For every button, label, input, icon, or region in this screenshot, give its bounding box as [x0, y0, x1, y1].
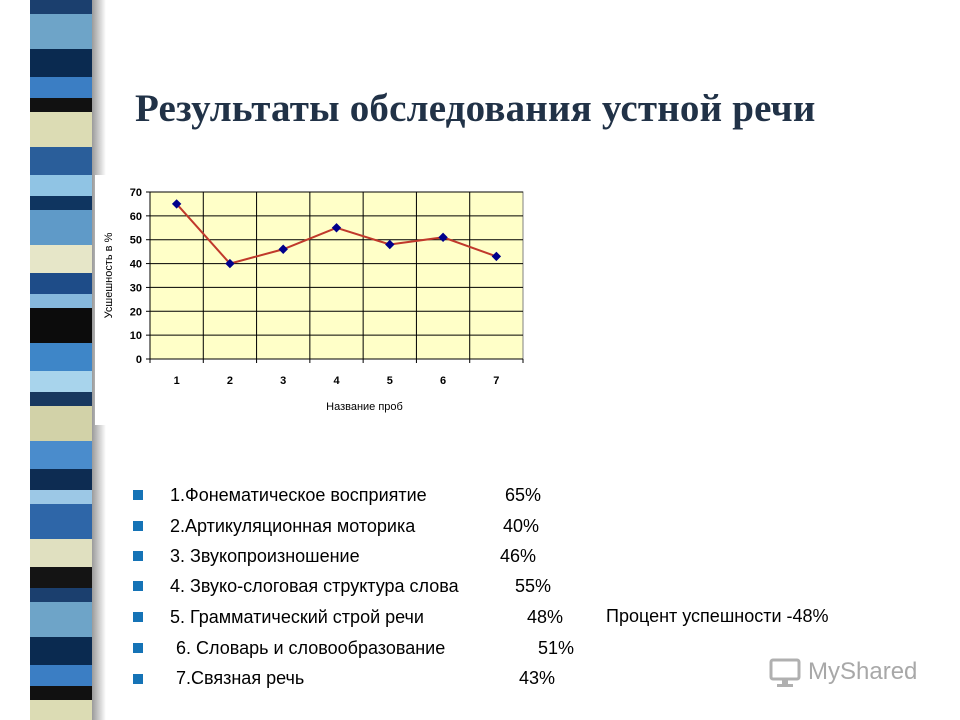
stripe-segment	[30, 294, 92, 308]
list-bullet	[133, 674, 143, 684]
stripe-segment	[30, 343, 92, 371]
stripe-segment	[30, 196, 92, 210]
list-bullet	[133, 643, 143, 653]
x-axis-label: Название проб	[326, 401, 403, 413]
stripe-segment	[30, 686, 92, 700]
x-tick-label: 6	[440, 375, 446, 387]
y-tick-label: 50	[130, 235, 142, 247]
list-item-label: 2.Артикуляционная моторика	[170, 516, 416, 536]
stripe-segment	[30, 588, 92, 602]
list-bullet	[133, 612, 143, 622]
list-bullet	[133, 490, 143, 500]
stripe-segment	[30, 392, 92, 406]
stripe-segment	[30, 567, 92, 588]
stripe-segment	[30, 147, 92, 175]
stripe-segment	[30, 175, 92, 196]
list-item-label: 5. Грамматический строй речи	[170, 607, 424, 627]
monitor-logo-icon	[769, 658, 801, 687]
x-tick-label: 2	[227, 375, 233, 387]
chart-svg: 0 10 20 30 40 50 60 70 1 2 3 4 5 6 7 Название проб Усшеш…	[103, 187, 524, 413]
decorative-stripe-band	[30, 0, 92, 720]
y-tick-label: 40	[130, 259, 142, 271]
stripe-segment	[30, 98, 92, 112]
slide-title: Результаты обследования устной речи	[135, 87, 816, 130]
x-tick-label: 4	[333, 375, 340, 387]
stripe-segment	[30, 112, 92, 147]
data-point	[491, 251, 502, 262]
list-bullet	[133, 521, 143, 531]
x-tick-label: 1	[174, 375, 180, 387]
list-item-value: 48%	[527, 607, 564, 627]
stripe-segment	[30, 273, 92, 294]
x-tick-label: 5	[387, 375, 393, 387]
data-point	[225, 258, 235, 269]
stripe-segment	[30, 441, 92, 469]
stripe-segment	[30, 245, 92, 273]
success-percent-note: Процент успешности -48%	[606, 606, 829, 626]
stripe-segment	[30, 504, 92, 539]
list-item-label: 4. Звуко-слоговая структура слова	[170, 576, 459, 596]
stripe-segment	[30, 602, 92, 637]
stripe-segment	[30, 406, 92, 441]
y-tick-label: 10	[130, 330, 142, 342]
stripe-segment	[30, 539, 92, 567]
list-bullet	[133, 581, 143, 591]
data-point	[385, 239, 395, 250]
list-item-label: 1.Фонематическое восприятие	[170, 485, 427, 505]
list-item-value: 65%	[505, 485, 542, 505]
data-point	[331, 223, 342, 233]
data-point	[171, 199, 182, 209]
x-tick-label: 7	[493, 375, 499, 387]
y-axis-label: Усшешность в %	[103, 232, 115, 318]
stripe-segment	[30, 77, 92, 98]
x-tick-label: 3	[280, 375, 286, 387]
y-tick-label: 70	[130, 187, 142, 199]
list-item-value: 55%	[515, 576, 552, 596]
list-item-value: 51%	[538, 638, 575, 658]
list-item-label: 3. Звукопроизношение	[170, 546, 360, 566]
stripe-segment	[30, 700, 92, 720]
line-chart: 0 10 20 30 40 50 60 70 1 2 3 4 5 6 7 Название проб Усшеш…	[95, 175, 530, 425]
list-bullet	[133, 551, 143, 561]
y-tick-label: 20	[130, 306, 142, 318]
stripe-segment	[30, 49, 92, 77]
stripe-segment	[30, 308, 92, 343]
stripe-segment	[30, 490, 92, 504]
y-tick-label: 0	[136, 354, 142, 366]
stripe-segment	[30, 665, 92, 686]
stripe-segment	[30, 637, 92, 665]
watermark-text: MyShared	[808, 658, 918, 685]
stripe-segment	[30, 371, 92, 392]
list-item-value: 43%	[519, 668, 556, 688]
list-item-value: 40%	[503, 516, 540, 536]
y-tick-label: 60	[130, 211, 142, 223]
data-point	[278, 244, 288, 254]
stripe-segment	[30, 14, 92, 49]
stripe-segment	[30, 210, 92, 245]
list-item-label: 7.Связная речь	[176, 668, 305, 688]
data-point	[438, 232, 448, 243]
list-item-value: 46%	[500, 546, 537, 566]
stripe-segment	[30, 0, 92, 14]
list-item-label: 6. Словарь и словообразование	[176, 638, 446, 658]
stripe-segment	[30, 469, 92, 490]
y-tick-label: 30	[130, 282, 142, 294]
plot-area	[149, 191, 524, 360]
